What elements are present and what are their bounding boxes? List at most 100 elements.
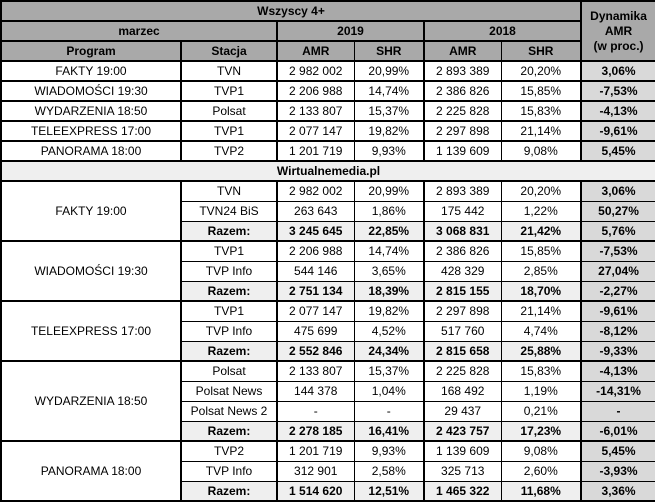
total-row: Razem: 2 751 134 18,39% 2 815 155 18,70%… [1,280,655,302]
shr-2018-column-header: SHR [500,40,582,62]
amr-2019-cell: 1 201 719 [276,440,355,462]
amr-2018-cell: 2 386 826 [423,240,502,262]
amr-2019-cell: 544 146 [276,260,355,282]
amr-2018-cell: 1 139 609 [423,440,502,462]
summary-row: FAKTY 19:00 TVN 2 982 002 20,99% 2 893 3… [0,60,655,82]
amr-2018-cell: 2 225 828 [423,360,502,382]
shr-2018-cell: 1,22% [500,200,582,222]
shr-2018-cell: 25,88% [500,340,582,362]
program-cell: FAKTY 19:00 [0,60,182,82]
station-cell: TVP2 [180,140,278,162]
program-cell: WYDARZENIA 18:50 [0,100,182,122]
dynamics-cell: -4,13% [580,360,655,382]
shr-2018-cell: 17,23% [500,420,582,442]
dynamics-cell: 27,04% [580,260,655,282]
amr-2019-cell: 2 982 002 [276,60,355,82]
dynamics-cell: 3,06% [580,60,655,82]
audience-group-header: Wszyscy 4+ [0,0,582,22]
shr-2018-cell: 2,85% [500,260,582,282]
amr-2019-cell: 2 206 988 [276,80,355,102]
shr-2019-cell: 14,74% [353,80,425,102]
shr-2019-cell: 19,82% [353,300,425,322]
header-row-columns: Program Stacja AMR SHR AMR SHR [0,40,655,62]
station-cell: Polsat [180,100,278,122]
shr-2019-cell: 1,04% [353,380,425,402]
amr-2018-cell: 29 437 [423,400,502,422]
shr-2019-cell: 18,39% [353,280,425,302]
amr-2018-column-header: AMR [423,40,502,62]
station-cell: TVP1 [180,120,278,142]
shr-2019-cell: 15,37% [353,360,425,382]
dynamics-cell: -14,31% [580,380,655,402]
dynamics-cell: -9,61% [580,120,655,142]
source-row: Wirtualnemedia.pl [0,160,655,182]
dynamics-cell: -2,27% [580,280,655,302]
amr-2019-column-header: AMR [276,40,355,62]
summary-row: WIADOMOŚCI 19:30 TVP1 2 206 988 14,74% 2… [0,80,655,102]
program-cell: TELEEXPRESS 17:00 [0,300,182,362]
shr-2018-cell: 15,83% [500,360,582,382]
summary-row: TELEEXPRESS 17:00 TVP1 2 077 147 19,82% … [0,120,655,142]
station-cell: TVP1 [180,240,278,262]
group-row: WYDARZENIA 18:50 Polsat 2 133 807 15,37%… [0,360,655,442]
total-row: Razem: 2 278 185 16,41% 2 423 757 17,23%… [1,420,655,442]
station-cell: Razem: [180,340,278,362]
amr-2018-cell: 2 386 826 [423,80,502,102]
group-row: TVP Info 312 901 2,58% 325 713 2,60% -3,… [1,460,655,482]
dynamics-cell: -9,61% [580,300,655,322]
dynamics-cell: - [580,400,655,422]
shr-2018-cell: 11,68% [500,480,582,502]
amr-2018-cell: 428 329 [423,260,502,282]
dynamics-cell: 3,06% [580,180,655,202]
amr-2019-cell: 2 077 147 [276,300,355,322]
amr-2019-cell: 144 378 [276,380,355,402]
shr-2018-cell: 4,74% [500,320,582,342]
amr-2018-cell: 2 893 389 [423,180,502,202]
amr-2019-cell: 2 133 807 [276,360,355,382]
amr-2018-cell: 1 465 322 [423,480,502,502]
shr-2018-cell: 0,21% [500,400,582,422]
dynamics-cell: -7,53% [580,80,655,102]
shr-2018-cell: 15,85% [500,80,582,102]
shr-2018-cell: 18,70% [500,280,582,302]
dynamics-cell: 5,76% [580,220,655,242]
shr-2019-cell: 24,34% [353,340,425,362]
group-row: TVN24 BiS 263 643 1,86% 175 442 1,22% 50… [1,200,655,222]
shr-2019-cell: 16,41% [353,420,425,442]
shr-2018-cell: 20,20% [500,180,582,202]
program-cell: WYDARZENIA 18:50 [0,360,182,442]
station-cell: Razem: [180,280,278,302]
group-row: WIADOMOŚCI 19:30 TVP1 2 206 988 14,74% 2… [0,240,655,302]
shr-2018-cell: 20,20% [500,60,582,82]
header-row-audience: Wszyscy 4+ Dynamika AMR (w proc.) [0,0,655,62]
station-cell: Razem: [180,220,278,242]
station-cell: TVP1 [180,300,278,322]
shr-2019-cell: - [353,400,425,422]
shr-2018-cell: 9,08% [500,140,582,162]
station-cell: TVP2 [180,440,278,462]
total-row: Razem: 1 514 620 12,51% 1 465 322 11,68%… [1,480,655,502]
amr-2018-cell: 1 139 609 [423,140,502,162]
station-cell: TVN [180,60,278,82]
header-row-period: marzec 2019 2018 [0,20,655,42]
shr-2018-cell: 2,60% [500,460,582,482]
program-cell: WIADOMOŚCI 19:30 [0,240,182,302]
shr-2019-cell: 20,99% [353,180,425,202]
program-cell: WIADOMOŚCI 19:30 [0,80,182,102]
station-cell: TVN24 BiS [180,200,278,222]
shr-2019-cell: 9,93% [353,140,425,162]
shr-2019-cell: 3,65% [353,260,425,282]
group-row: PANORAMA 18:00 TVP2 1 201 719 9,93% 1 13… [0,440,655,502]
year-2018-header: 2018 [422,20,582,42]
amr-2019-cell: 475 699 [276,320,355,342]
station-cell: Razem: [180,420,278,442]
shr-2019-cell: 20,99% [353,60,425,82]
amr-2018-cell: 175 442 [423,200,502,222]
station-cell: TVP Info [180,320,278,342]
summary-row: PANORAMA 18:00 TVP2 1 201 719 9,93% 1 13… [0,140,655,162]
dynamics-cell: -9,33% [580,340,655,362]
amr-2019-cell: 2 206 988 [276,240,355,262]
shr-2018-cell: 15,85% [500,240,582,262]
amr-2018-cell: 2 423 757 [423,420,502,442]
